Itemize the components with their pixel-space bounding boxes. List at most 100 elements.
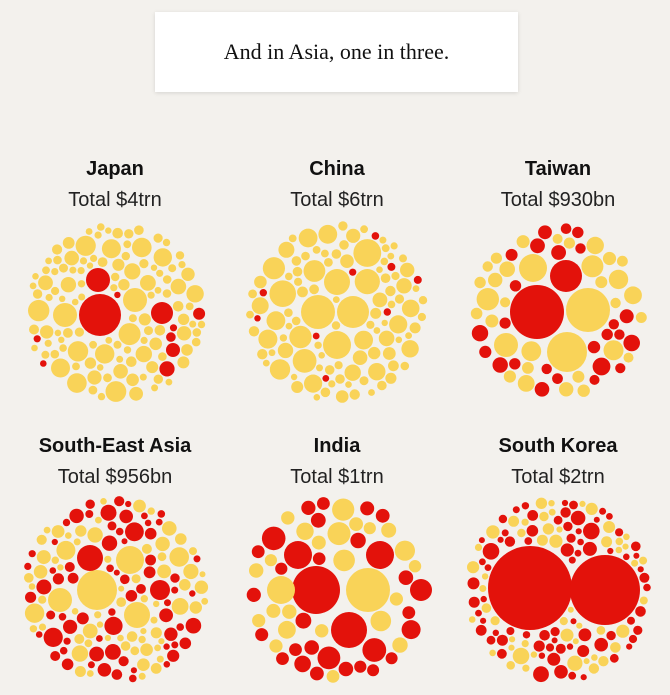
bubble (285, 272, 293, 281)
bubble (349, 268, 357, 276)
bubble (524, 537, 533, 545)
bubble (488, 546, 572, 630)
bubble (87, 661, 95, 669)
bubble (51, 525, 65, 538)
bubble (51, 268, 59, 276)
bubble (624, 286, 642, 305)
bubble (193, 307, 206, 320)
bubble (559, 617, 568, 626)
bubble (76, 612, 89, 625)
bubble (201, 597, 209, 605)
bubble (63, 328, 73, 338)
bubble (566, 533, 576, 543)
bubble (96, 364, 104, 371)
bubble (124, 263, 141, 280)
bubble (292, 566, 340, 614)
bubble (101, 239, 121, 259)
bubble (40, 360, 47, 367)
bubble (150, 663, 162, 674)
bubble (471, 325, 489, 342)
bubble (72, 362, 80, 371)
bubble (517, 528, 526, 538)
panel-title: China (309, 158, 365, 180)
bubble (154, 325, 166, 336)
bubble (467, 577, 480, 590)
bubble (317, 497, 330, 510)
bubble (512, 647, 530, 665)
bubble (402, 606, 416, 619)
bubble (392, 637, 408, 653)
bubble (194, 580, 209, 594)
bubble (51, 538, 58, 546)
bubble (530, 651, 538, 658)
bubble (560, 543, 574, 557)
bubble (77, 545, 103, 571)
bubble (101, 535, 118, 551)
bubble (585, 502, 598, 515)
bubble (33, 335, 41, 343)
bubble (123, 288, 147, 312)
bubble (294, 277, 303, 286)
bubble (249, 563, 264, 578)
bubble (112, 227, 123, 239)
bubble (278, 241, 295, 258)
bubble (560, 223, 572, 234)
bubble (490, 252, 502, 264)
bubble (400, 262, 415, 278)
bubble (363, 522, 376, 535)
panel-total: Total $2trn (511, 466, 604, 488)
bubble (138, 313, 151, 326)
bubble (538, 652, 546, 659)
bubble (276, 652, 289, 665)
bubble (63, 637, 71, 645)
bubble (481, 603, 492, 613)
bubble (593, 516, 600, 523)
bubble (97, 257, 108, 267)
bubble (324, 365, 335, 375)
bubble (126, 631, 138, 642)
bubble (89, 340, 97, 349)
bubble (267, 576, 295, 604)
bubble (36, 550, 51, 565)
bubble (314, 341, 322, 349)
bubble (175, 251, 185, 260)
bubble (51, 556, 59, 564)
bubble (248, 289, 257, 299)
bubble (556, 526, 563, 533)
bubble (138, 635, 146, 644)
bubble (628, 634, 638, 644)
bubble (261, 526, 286, 551)
bubble (578, 628, 592, 642)
bubble (268, 349, 276, 357)
bubble (104, 634, 111, 642)
bubble (141, 543, 152, 554)
bubble (417, 312, 426, 322)
bubble (500, 297, 511, 308)
bubble (246, 310, 254, 319)
bubble (478, 537, 485, 544)
bubble (498, 514, 508, 524)
bubble (116, 355, 124, 363)
bubble (509, 358, 521, 370)
bubble (169, 324, 178, 332)
bubble (635, 312, 647, 323)
bubble (282, 604, 297, 619)
bubble (178, 261, 186, 269)
bubble (298, 228, 318, 248)
bubble (124, 522, 144, 542)
bubble (508, 515, 520, 527)
bubble (118, 656, 129, 667)
bubble (489, 649, 496, 657)
bubble (124, 602, 150, 628)
bubble (54, 329, 62, 337)
bubble (627, 616, 635, 625)
bubble (105, 644, 121, 660)
bubble (583, 522, 600, 540)
bubble (615, 528, 624, 537)
bubble (90, 254, 98, 262)
bubble (615, 363, 626, 374)
bubble (388, 360, 399, 372)
bubble (134, 225, 144, 235)
bubble (324, 269, 350, 295)
